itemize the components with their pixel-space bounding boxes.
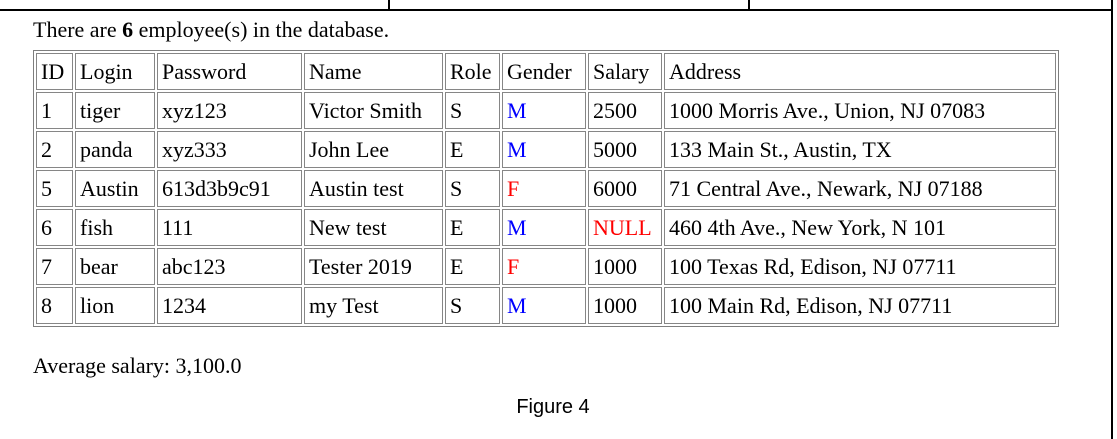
cell-login: fish [75, 209, 155, 246]
column-header-id: ID [36, 53, 73, 90]
cell-gender: M [502, 287, 586, 324]
frame-column-divider-right [748, 0, 750, 9]
cell-password: 613d3b9c91 [157, 170, 302, 207]
cell-gender: M [502, 131, 586, 168]
cell-login: panda [75, 131, 155, 168]
figure-content: There are 6 employee(s) in the database.… [33, 17, 1078, 420]
cell-role: E [445, 248, 500, 285]
cell-login: bear [75, 248, 155, 285]
cell-address: 460 4th Ave., New York, N 101 [664, 209, 1056, 246]
table-row: 1 tiger xyz123 Victor Smith S M 2500 100… [36, 92, 1056, 129]
cell-address: 133 Main St., Austin, TX [664, 131, 1056, 168]
table-row: 2 panda xyz333 John Lee E M 5000 133 Mai… [36, 131, 1056, 168]
cell-address: 1000 Morris Ave., Union, NJ 07083 [664, 92, 1056, 129]
cell-password: xyz333 [157, 131, 302, 168]
cell-password: 111 [157, 209, 302, 246]
cell-salary: NULL [588, 209, 662, 246]
cell-login: lion [75, 287, 155, 324]
column-header-salary: Salary [588, 53, 662, 90]
column-header-role: Role [445, 53, 500, 90]
frame-top-border-line [0, 9, 1113, 11]
cell-id: 2 [36, 131, 73, 168]
cell-password: 1234 [157, 287, 302, 324]
table-row: 5 Austin 613d3b9c91 Austin test S F 6000… [36, 170, 1056, 207]
cell-name: New test [304, 209, 443, 246]
cell-id: 1 [36, 92, 73, 129]
frame-right-border-line [1111, 0, 1113, 439]
average-salary-label: Average salary: [33, 353, 176, 378]
column-header-gender: Gender [502, 53, 586, 90]
cell-role: E [445, 209, 500, 246]
cell-salary: 6000 [588, 170, 662, 207]
cell-role: S [445, 287, 500, 324]
cell-salary: 1000 [588, 248, 662, 285]
cell-id: 5 [36, 170, 73, 207]
column-header-login: Login [75, 53, 155, 90]
figure-caption-container: Figure 4 [33, 395, 1073, 420]
average-salary-value: 3,100.0 [175, 353, 242, 378]
cell-name: Austin test [304, 170, 443, 207]
column-header-address: Address [664, 53, 1056, 90]
cell-name: my Test [304, 287, 443, 324]
cell-password: abc123 [157, 248, 302, 285]
column-header-name: Name [304, 53, 443, 90]
figure-caption: Figure 4 [516, 396, 590, 418]
summary-suffix: employee(s) in the database. [133, 17, 390, 42]
cell-gender: M [502, 92, 586, 129]
cell-name: John Lee [304, 131, 443, 168]
average-salary-line: Average salary: 3,100.0 [33, 353, 1078, 379]
table-row: 8 lion 1234 my Test S M 1000 100 Main Rd… [36, 287, 1056, 324]
cell-gender: M [502, 209, 586, 246]
cell-id: 6 [36, 209, 73, 246]
cell-role: E [445, 131, 500, 168]
table-row: 6 fish 111 New test E M NULL 460 4th Ave… [36, 209, 1056, 246]
cell-id: 8 [36, 287, 73, 324]
cell-role: S [445, 92, 500, 129]
cell-login: Austin [75, 170, 155, 207]
cell-salary: 1000 [588, 287, 662, 324]
employee-table: ID Login Password Name Role Gender Salar… [33, 50, 1059, 327]
cell-password: xyz123 [157, 92, 302, 129]
frame-column-divider-left [388, 0, 390, 9]
cell-role: S [445, 170, 500, 207]
cell-address: 100 Texas Rd, Edison, NJ 07711 [664, 248, 1056, 285]
table-row: 7 bear abc123 Tester 2019 E F 1000 100 T… [36, 248, 1056, 285]
cell-salary: 2500 [588, 92, 662, 129]
cell-gender: F [502, 248, 586, 285]
cell-address: 100 Main Rd, Edison, NJ 07711 [664, 287, 1056, 324]
cell-id: 7 [36, 248, 73, 285]
summary-prefix: There are [33, 17, 123, 42]
cell-name: Victor Smith [304, 92, 443, 129]
cell-salary: 5000 [588, 131, 662, 168]
cell-gender: F [502, 170, 586, 207]
header-row: ID Login Password Name Role Gender Salar… [36, 53, 1056, 90]
cell-name: Tester 2019 [304, 248, 443, 285]
cell-address: 71 Central Ave., Newark, NJ 07188 [664, 170, 1056, 207]
employee-count-summary: There are 6 employee(s) in the database. [33, 17, 1078, 43]
employee-count: 6 [122, 17, 134, 42]
column-header-password: Password [157, 53, 302, 90]
cell-login: tiger [75, 92, 155, 129]
